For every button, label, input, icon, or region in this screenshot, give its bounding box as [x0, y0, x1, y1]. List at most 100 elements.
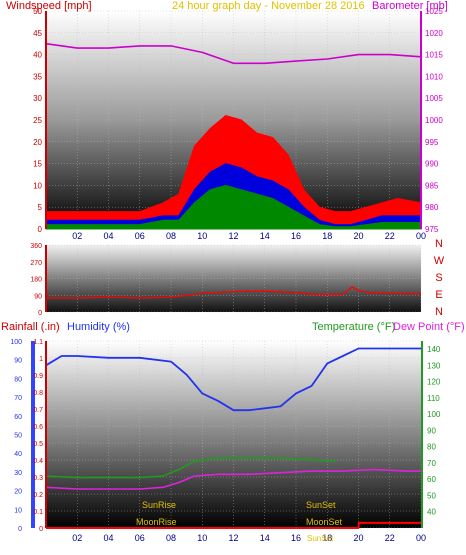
tick-label: 985 [425, 181, 439, 190]
tick-label: 270 [30, 260, 42, 267]
rainfall-axis-label: Rainfall (.in) [1, 321, 60, 333]
tick-label: 1.1 [33, 339, 43, 346]
wind-direction-line [46, 286, 422, 299]
tick-label: 50 [14, 433, 22, 440]
direction-label: N [435, 238, 443, 250]
tick-label: 00 [416, 533, 426, 543]
sunset-label: SunSet [306, 500, 336, 510]
tick-label: 0.2 [33, 492, 43, 499]
tick-label: 975 [425, 225, 439, 234]
tick-label: 06 [135, 533, 145, 543]
tick-label: 12 [228, 533, 238, 543]
tick-label: 120 [427, 378, 441, 387]
tick-label: 1010 [425, 72, 443, 81]
tick-label: 70 [427, 459, 436, 468]
tick-label: 0.1 [33, 509, 43, 516]
tick-label: 0.7 [33, 407, 43, 414]
tick-label: 0.3 [33, 475, 43, 482]
direction-label: W [434, 255, 445, 267]
tick-label: 50 [427, 491, 436, 500]
windspeed-axis-label: Windspeed [mph] [6, 0, 92, 12]
tick-label: 1 [39, 356, 43, 363]
temperature-line [45, 457, 336, 479]
humidity-axis-label: Humidity (%) [67, 321, 130, 333]
tick-label: 0.4 [33, 458, 43, 465]
moonset-label: MoonSet [306, 517, 343, 527]
tick-label: 20 [353, 231, 363, 241]
tick-label: 02 [72, 533, 82, 543]
tick-label: 80 [427, 443, 436, 452]
x-tick-labels: 02 04 06 08 10 12 14 16 18 20 22 00 [72, 533, 426, 543]
direction-label: S [435, 272, 442, 284]
barometer-line [45, 42, 422, 65]
tick-label: 30 [14, 470, 22, 477]
tick-label: 40 [14, 451, 22, 458]
tick-label: 110 [427, 394, 440, 403]
tick-label: 10 [197, 533, 207, 543]
temperature-tick-labels: 40 50 60 70 80 90 100 110 120 130 140 [427, 345, 441, 517]
tick-label: 40 [33, 51, 42, 60]
tick-label: 0 [39, 526, 43, 533]
tick-label: 100 [427, 410, 441, 419]
tick-label: 0 [38, 225, 43, 234]
rainfall-line [46, 521, 421, 529]
tick-label: 5 [38, 203, 43, 212]
tick-label: 25 [33, 116, 42, 125]
tick-label: 00 [416, 231, 426, 241]
tick-label: 0.5 [33, 441, 43, 448]
dew-point-line [45, 468, 421, 490]
tick-label: 50 [33, 7, 42, 16]
tick-label: 02 [72, 231, 82, 241]
tick-label: 35 [33, 72, 42, 81]
tick-label: 14 [260, 533, 270, 543]
tick-label: 22 [385, 533, 395, 543]
tick-label: 18 [322, 533, 332, 543]
tick-label: 1000 [425, 116, 443, 125]
direction-label: E [435, 289, 442, 301]
humidity-line [45, 347, 421, 412]
tick-label: 130 [427, 361, 441, 370]
tick-label: 90 [14, 358, 22, 365]
tick-label: 990 [425, 160, 439, 169]
tick-label: 1025 [425, 7, 443, 16]
sunrise-label: SunRise [142, 500, 176, 510]
tick-label: 04 [103, 533, 113, 543]
tick-label: 980 [425, 203, 439, 212]
tick-label: 08 [166, 231, 176, 241]
tick-label: 90 [34, 293, 42, 300]
tick-label: 80 [14, 376, 22, 383]
tick-label: 16 [291, 231, 301, 241]
tick-label: 60 [427, 475, 436, 484]
tick-label: 180 [30, 277, 42, 284]
left-tick-labels: 0 5 10 15 20 25 30 35 40 45 50 [33, 7, 42, 234]
tick-label: 70 [14, 395, 22, 402]
tick-label: 60 [14, 414, 22, 421]
rain-tick-labels: 0 0.1 0.2 0.3 0.4 0.5 0.6 0.7 0.8 0.9 1 1.1 [33, 339, 43, 533]
tick-label: 18 [322, 231, 332, 241]
tick-label: 45 [33, 29, 42, 38]
tick-label: 0.9 [33, 373, 43, 380]
tick-label: 16 [291, 533, 301, 543]
tick-label: 10 [33, 181, 42, 190]
tick-label: 04 [103, 231, 113, 241]
tick-label: 140 [427, 345, 441, 354]
tick-label: 10 [14, 507, 22, 514]
tick-label: 30 [33, 94, 42, 103]
tick-label: 1015 [425, 51, 443, 60]
tick-label: 995 [425, 138, 439, 147]
chart-title: 24 hour graph day - November 28 2016 [172, 0, 365, 12]
direction-label: N [435, 306, 443, 318]
series-marks [46, 286, 422, 299]
tick-label: 100 [10, 339, 22, 346]
series-marks [45, 347, 421, 529]
sunset-bottom-label: SunSet [307, 534, 334, 543]
temperature-axis-label: Temperature (°F) [312, 321, 395, 333]
tick-label: 22 [385, 231, 395, 241]
tick-label: 0 [18, 526, 22, 533]
tick-label: 10 [197, 231, 207, 241]
